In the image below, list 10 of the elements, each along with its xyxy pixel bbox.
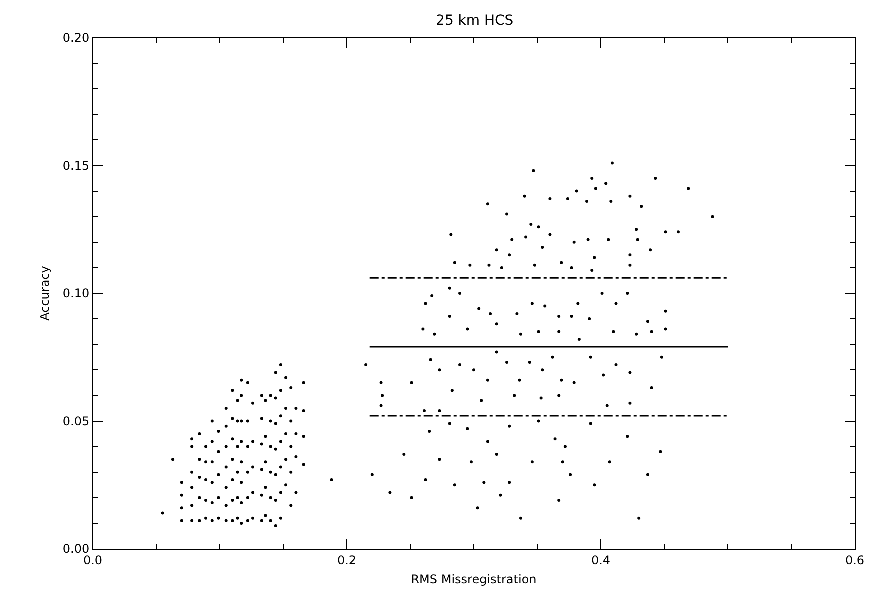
y-axis-title: Accuracy (38, 266, 52, 321)
y-tick-label: 0.15 (62, 158, 90, 173)
x-tick-label: 0.6 (845, 553, 865, 568)
y-tick-label: 0.10 (62, 286, 90, 301)
y-tick-label: 0.05 (62, 414, 90, 428)
x-axis-title: RMS Missregistration (411, 572, 537, 586)
x-tick-label: 0.4 (591, 553, 611, 568)
y-tick-label: 0.20 (62, 31, 90, 46)
x-tick-label: 0.2 (337, 553, 357, 568)
chart-title: 25 km HCS (436, 13, 514, 29)
